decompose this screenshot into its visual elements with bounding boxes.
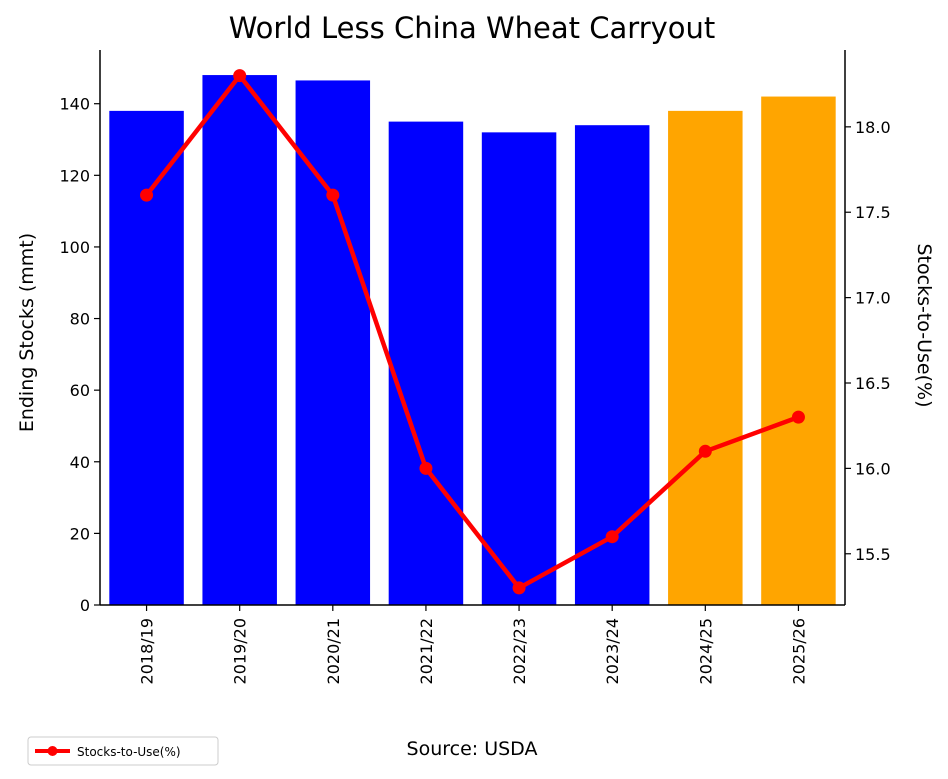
line-point-7 xyxy=(791,410,805,424)
bar-1 xyxy=(202,75,277,605)
chart-title: World Less China Wheat Carryout xyxy=(229,11,716,45)
bar-7 xyxy=(761,96,836,605)
bar-5 xyxy=(574,125,650,606)
bar-6 xyxy=(668,110,743,605)
y2-tick-label-4: 17.5 xyxy=(855,203,891,222)
legend-label: Stocks-to-Use(%) xyxy=(77,745,181,759)
y-tick-label-2: 40 xyxy=(70,453,90,472)
y2-tick-label-1: 16.0 xyxy=(855,459,891,478)
x-tick-label-3: 2021/22 xyxy=(417,618,436,684)
line-point-5 xyxy=(605,530,619,544)
bars-group xyxy=(109,75,836,606)
axes-group: 0 20 40 60 80 100 120 140 15.5 16.0 16.5 17.0 17.5 18… xyxy=(59,50,891,684)
legend-box xyxy=(27,736,219,766)
x-tick-label-0: 2018/19 xyxy=(138,618,157,684)
bar-2 xyxy=(295,80,371,605)
x-tick-label-5: 2023/24 xyxy=(603,618,622,684)
x-tick-label-2: 2020/21 xyxy=(324,618,343,684)
y2-tick-label-2: 16.5 xyxy=(855,374,891,393)
y-tick-label-6: 120 xyxy=(59,166,90,185)
bar-3 xyxy=(388,121,464,605)
legend: Stocks-to-Use(%) xyxy=(27,736,219,766)
y-tick-label-4: 80 xyxy=(70,310,90,329)
y-tick-label-3: 60 xyxy=(70,381,90,400)
line-point-0 xyxy=(140,188,154,202)
x-tick-label-6: 2024/25 xyxy=(696,618,715,684)
x-tick-label-4: 2022/23 xyxy=(510,618,529,684)
stocks-to-use-line xyxy=(140,69,805,595)
y-tick-label-7: 140 xyxy=(59,95,90,114)
x-tick-label-1: 2019/20 xyxy=(231,618,250,684)
y2-tick-label-3: 17.0 xyxy=(855,289,891,308)
y2-tick-label-0: 15.5 xyxy=(855,545,891,564)
source-label: Source: USDA xyxy=(407,738,538,760)
y-tick-label-0: 0 xyxy=(80,596,90,615)
y-tick-label-5: 100 xyxy=(59,238,90,257)
line-point-6 xyxy=(698,444,712,458)
y-axis-label: Ending Stocks (mmt) xyxy=(16,233,38,432)
line-point-4 xyxy=(512,581,526,595)
line-point-1 xyxy=(233,69,247,83)
y-tick-label-1: 20 xyxy=(70,524,90,543)
bar-4 xyxy=(481,132,557,605)
line-point-3 xyxy=(419,461,433,475)
line-path xyxy=(144,73,800,591)
line-point-2 xyxy=(326,188,340,202)
legend-marker xyxy=(47,746,58,756)
bar-0 xyxy=(109,110,184,605)
x-tick-label-7: 2025/26 xyxy=(789,618,808,684)
y2-tick-label-5: 18.0 xyxy=(855,118,891,137)
y2-axis-label: Stocks-to-Use(%) xyxy=(913,244,935,408)
